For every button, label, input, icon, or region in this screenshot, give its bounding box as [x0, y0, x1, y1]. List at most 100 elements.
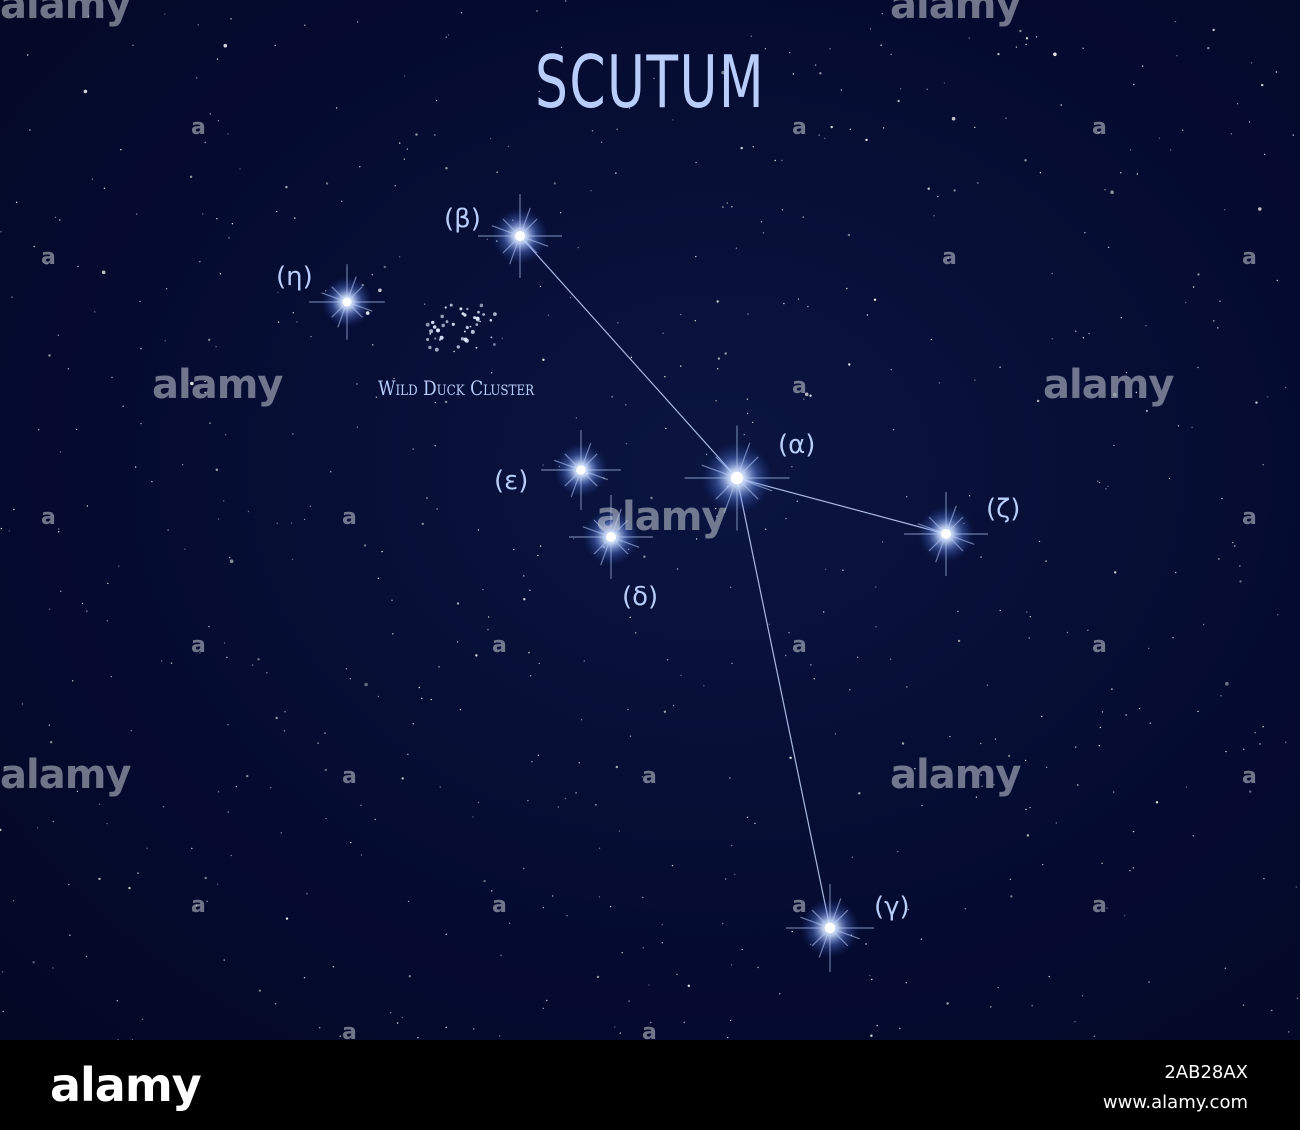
background-star — [875, 586, 877, 588]
background-star — [1175, 571, 1177, 574]
background-star — [107, 582, 109, 585]
background-star — [52, 967, 54, 969]
background-star — [396, 1022, 399, 1024]
background-star — [290, 522, 293, 524]
background-star — [537, 554, 539, 557]
background-star — [1039, 172, 1042, 174]
cluster-star — [482, 313, 485, 316]
background-star — [285, 917, 289, 920]
background-star — [642, 947, 644, 949]
background-star — [375, 396, 378, 398]
background-star — [764, 528, 767, 530]
cluster-star — [463, 330, 466, 333]
background-star — [345, 668, 348, 670]
background-star — [274, 1003, 277, 1005]
background-star — [1248, 121, 1251, 123]
background-star — [1, 971, 4, 973]
background-star — [1218, 558, 1220, 560]
background-star — [330, 471, 332, 473]
background-star — [13, 508, 15, 511]
background-star — [339, 1035, 341, 1037]
watermark-small: a — [792, 374, 807, 399]
background-star — [1098, 745, 1101, 747]
background-star — [1082, 337, 1085, 339]
footer-url[interactable]: www.alamy.com — [1102, 1092, 1248, 1113]
background-star — [132, 44, 134, 46]
background-star — [1176, 55, 1178, 57]
background-star — [618, 830, 621, 832]
background-star — [788, 51, 791, 54]
background-star — [542, 464, 544, 466]
background-star — [641, 776, 644, 778]
background-star — [421, 522, 424, 526]
background-star — [781, 209, 784, 211]
background-star — [418, 686, 420, 689]
background-star — [1114, 571, 1117, 574]
background-star — [197, 24, 199, 26]
background-star — [575, 792, 577, 794]
watermark-small: a — [792, 633, 807, 658]
star-chart: SCUTUM (β) (η) (α) (ε) (ζ) (δ) (γ) Wild … — [0, 0, 1300, 1040]
watermark: alamy — [0, 752, 131, 798]
background-star — [529, 589, 531, 591]
background-star — [662, 332, 664, 334]
background-star — [1292, 134, 1294, 136]
background-star — [890, 369, 892, 371]
background-star — [752, 146, 754, 148]
background-star — [1295, 886, 1298, 888]
background-star — [1035, 36, 1038, 38]
background-star — [59, 219, 61, 221]
background-stars — [0, 0, 1299, 1040]
background-star — [412, 448, 414, 450]
background-star — [1202, 623, 1205, 626]
background-star — [858, 792, 861, 795]
background-star — [539, 285, 542, 288]
background-star — [977, 182, 979, 184]
background-star — [111, 376, 113, 379]
background-star — [247, 510, 250, 513]
background-star — [257, 658, 260, 661]
background-star — [274, 44, 276, 47]
wild-duck-cluster-label: Wild Duck Cluster — [378, 376, 535, 400]
background-star — [1077, 784, 1079, 786]
background-star — [1212, 28, 1215, 32]
background-star — [324, 768, 327, 772]
background-star — [1224, 209, 1226, 211]
background-star — [182, 464, 184, 466]
background-star — [538, 90, 540, 93]
background-star — [217, 518, 220, 520]
cluster-star — [466, 307, 469, 311]
background-star — [553, 182, 556, 185]
background-star — [937, 195, 939, 198]
background-star — [317, 742, 319, 744]
background-star — [865, 138, 868, 142]
background-star — [774, 159, 776, 162]
cluster-star — [436, 328, 440, 333]
cluster-star — [432, 325, 437, 329]
background-star — [491, 890, 493, 892]
background-star — [788, 632, 790, 634]
background-star — [672, 119, 674, 121]
background-star — [1081, 995, 1084, 997]
background-star — [1277, 614, 1279, 616]
label-beta: (β) — [444, 204, 481, 234]
background-star — [964, 908, 966, 910]
background-star — [1055, 822, 1058, 824]
background-star — [223, 642, 226, 644]
background-star — [258, 989, 262, 992]
background-star — [754, 822, 756, 825]
background-star — [1249, 790, 1252, 793]
background-star — [76, 790, 79, 793]
background-star — [1045, 766, 1048, 768]
star-delta — [569, 495, 653, 579]
background-star — [131, 1039, 134, 1040]
background-star — [1168, 477, 1171, 480]
background-star — [617, 322, 619, 324]
background-star — [1038, 540, 1041, 543]
background-star — [434, 445, 436, 447]
background-star — [277, 321, 280, 323]
constellation-lines — [519, 235, 947, 929]
star-core — [342, 297, 352, 307]
background-star — [58, 531, 60, 533]
background-star — [1296, 997, 1299, 999]
